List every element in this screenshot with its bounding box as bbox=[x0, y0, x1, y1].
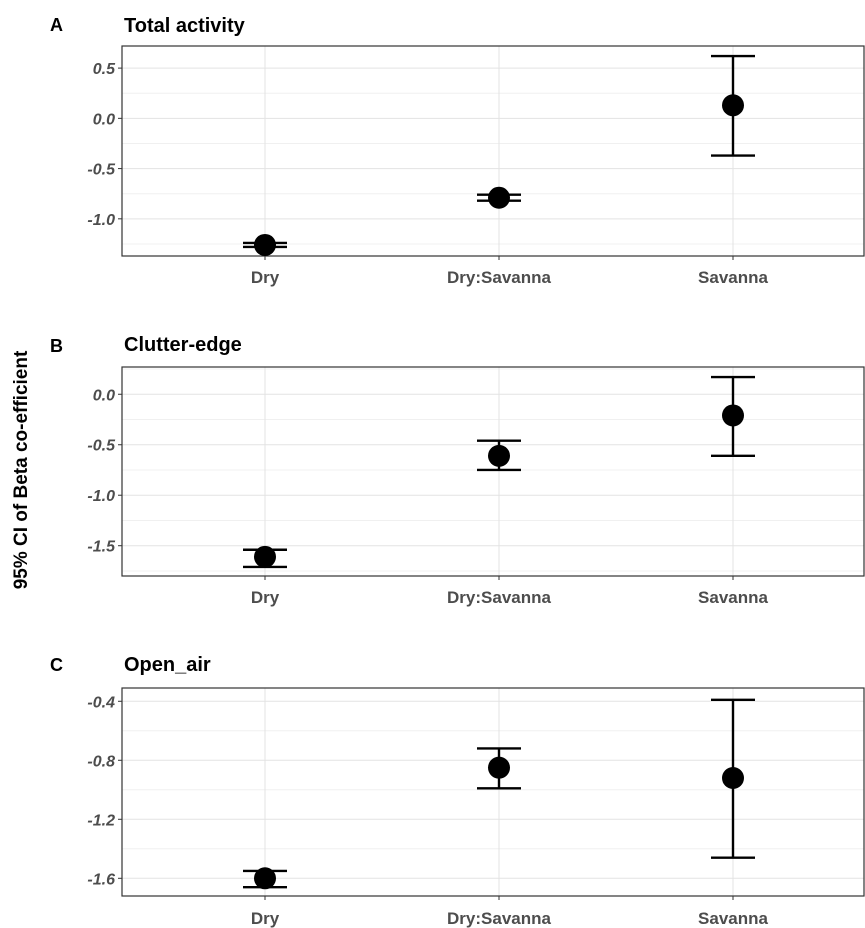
panel-c: -0.4 -0.8 -1.2 -1.6 Dry Dry:Savanna Savanna C Op… bbox=[50, 654, 865, 928]
data-point bbox=[254, 867, 276, 890]
y-tick-label: -0.5 bbox=[87, 438, 116, 455]
panel-border bbox=[121, 687, 865, 897]
data-point bbox=[722, 94, 744, 117]
data-point bbox=[722, 766, 744, 789]
panel-letter: B bbox=[50, 336, 63, 356]
panel-title: Clutter-edge bbox=[124, 334, 242, 356]
x-tick-label: Savanna bbox=[698, 588, 768, 607]
data-point bbox=[254, 233, 276, 256]
panel-letter: C bbox=[50, 655, 63, 675]
y-tick-label: -0.4 bbox=[87, 694, 115, 711]
y-tick-label: -0.8 bbox=[87, 753, 115, 770]
panels: 0.5 0.0 -0.5 -1.0 Dry Dry:Savanna Savanna A Tota… bbox=[50, 15, 865, 928]
y-tick-label: 0.0 bbox=[93, 111, 115, 128]
y-axis-label: 95% CI of Beta co-efficient bbox=[11, 350, 32, 589]
data-point bbox=[488, 756, 510, 779]
panel-title: Open_air bbox=[124, 654, 211, 676]
panel-b: 0.0 -0.5 -1.0 -1.5 Dry Dry:Savanna Savanna B Clu… bbox=[50, 334, 865, 607]
panel-letter: A bbox=[50, 15, 63, 35]
x-tick-label: Savanna bbox=[698, 268, 768, 287]
y-tick-label: 0.5 bbox=[93, 61, 116, 78]
data-point bbox=[254, 545, 276, 568]
y-tick-label: -1.2 bbox=[87, 812, 115, 829]
x-tick-label: Dry bbox=[251, 588, 280, 607]
x-tick-label: Dry:Savanna bbox=[447, 268, 551, 287]
panel-a: 0.5 0.0 -0.5 -1.0 Dry Dry:Savanna Savanna A Tota… bbox=[50, 15, 865, 287]
y-tick-label: -0.5 bbox=[87, 162, 116, 179]
panel-title: Total activity bbox=[124, 15, 246, 37]
x-tick-label: Dry bbox=[251, 909, 280, 928]
data-point bbox=[488, 186, 510, 209]
x-tick-label: Dry:Savanna bbox=[447, 588, 551, 607]
y-tick-label: -1.0 bbox=[87, 212, 115, 229]
y-tick-label: 0.0 bbox=[93, 387, 115, 404]
y-tick-label: -1.6 bbox=[87, 871, 115, 888]
data-point bbox=[722, 404, 744, 427]
y-tick-label: -1.0 bbox=[87, 488, 115, 505]
panel-border bbox=[121, 366, 865, 577]
y-tick-label: -1.5 bbox=[87, 539, 116, 556]
x-tick-label: Dry:Savanna bbox=[447, 909, 551, 928]
data-point bbox=[488, 444, 510, 467]
panel-border bbox=[121, 45, 865, 257]
x-tick-label: Savanna bbox=[698, 909, 768, 928]
x-tick-label: Dry bbox=[251, 268, 280, 287]
